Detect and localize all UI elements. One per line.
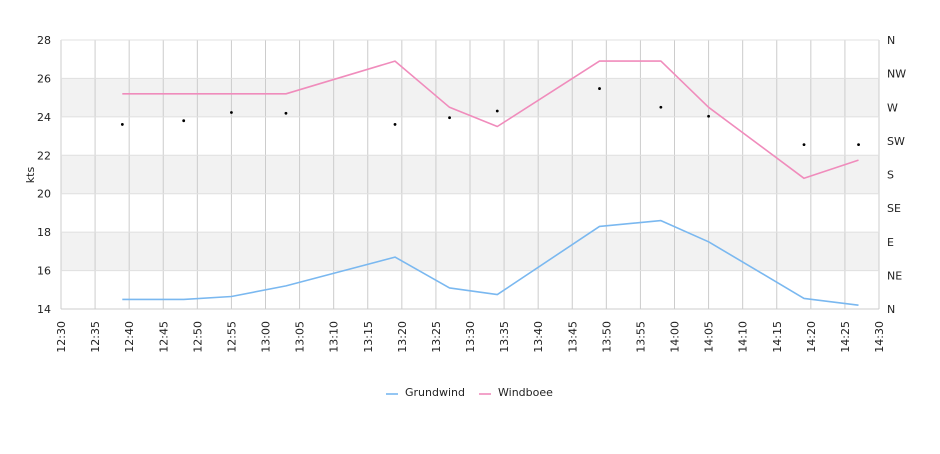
direction-point xyxy=(120,123,124,126)
legend: Grundwind Windboee xyxy=(386,386,553,399)
x-tick-label: 13:35 xyxy=(498,321,511,353)
y-axis-title: kts xyxy=(24,167,37,184)
x-tick-label: 13:10 xyxy=(328,321,341,353)
x-tick-label: 13:15 xyxy=(362,321,375,353)
x-tick-label: 14:30 xyxy=(873,321,886,353)
x-tick-label: 12:55 xyxy=(225,321,238,353)
x-tick-label: 13:55 xyxy=(634,321,647,353)
x-tick-label: 13:50 xyxy=(600,321,613,353)
direction-tick-label: NE xyxy=(887,269,902,282)
legend-label: Grundwind xyxy=(405,386,465,399)
x-tick-label: 13:40 xyxy=(532,321,545,353)
series-line-grundwind xyxy=(122,219,859,306)
x-tick-label: 12:40 xyxy=(123,321,136,353)
direction-points xyxy=(120,87,860,147)
direction-tick-label: N xyxy=(887,303,895,316)
x-tick-label: 12:30 xyxy=(55,321,68,353)
x-tick-label: 14:25 xyxy=(839,321,852,353)
direction-point xyxy=(802,143,806,147)
direction-point xyxy=(857,143,860,147)
x-tick-label: 12:50 xyxy=(191,321,204,353)
direction-point xyxy=(495,109,499,113)
y-tick-label: 22 xyxy=(37,149,51,162)
legend-label: Windboee xyxy=(498,386,553,399)
direction-tick-label: SW xyxy=(887,135,905,148)
direction-point xyxy=(230,111,233,114)
axes: 14 16 18 20 22 24 26 28 N NE E SE S SW W NW N 12:30 12:35 1… xyxy=(37,34,906,353)
direction-tick-label: S xyxy=(887,169,894,182)
grid-lines xyxy=(60,39,880,310)
y-tick-label: 18 xyxy=(37,226,51,239)
direction-point xyxy=(707,114,710,118)
y-tick-label: 16 xyxy=(37,265,51,278)
direction-point xyxy=(182,119,186,123)
direction-tick-label: N xyxy=(887,34,895,47)
x-tick-label: 13:20 xyxy=(396,321,409,353)
x-tick-label: 13:30 xyxy=(464,321,477,353)
y-tick-label: 14 xyxy=(37,303,51,316)
y-tick-label: 28 xyxy=(37,34,51,47)
y-tick-label: 24 xyxy=(37,111,51,124)
x-tick-label: 12:35 xyxy=(89,321,102,353)
x-tick-label: 14:20 xyxy=(805,321,818,353)
x-tick-label: 14:05 xyxy=(703,321,716,353)
direction-point xyxy=(284,111,288,115)
x-tick-label: 12:45 xyxy=(157,321,170,353)
x-tick-label: 13:05 xyxy=(294,321,307,353)
x-tick-label: 14:10 xyxy=(737,321,750,353)
direction-point xyxy=(659,105,663,109)
series-line-windboee xyxy=(122,60,859,180)
y-tick-label: 20 xyxy=(37,188,51,201)
x-tick-label: 13:25 xyxy=(430,321,443,353)
direction-point xyxy=(448,116,451,120)
x-tick-label: 14:00 xyxy=(669,321,682,353)
y-tick-label: 26 xyxy=(37,72,51,85)
direction-tick-label: W xyxy=(887,101,898,114)
direction-tick-label: E xyxy=(887,236,894,249)
direction-tick-label: NW xyxy=(887,68,906,81)
series-lines xyxy=(122,60,859,306)
x-tick-label: 14:15 xyxy=(771,321,784,353)
direction-point xyxy=(598,87,601,90)
direction-tick-label: SE xyxy=(887,202,901,215)
direction-point xyxy=(393,123,397,126)
x-tick-label: 13:00 xyxy=(260,321,273,353)
x-tick-label: 13:45 xyxy=(566,321,579,353)
